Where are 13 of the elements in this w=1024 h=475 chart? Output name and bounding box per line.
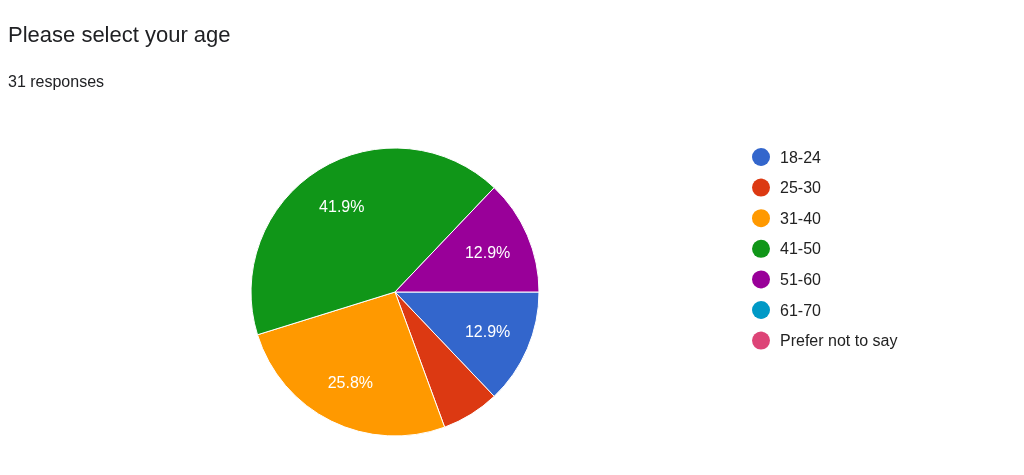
chart-title: Please select your age — [8, 22, 231, 47]
data-label: 41.9% — [319, 197, 365, 215]
legend-label: 51-60 — [780, 270, 822, 288]
data-label: 12.9% — [464, 323, 511, 341]
legend-label: 31-40 — [780, 209, 822, 227]
data-label: 12.9% — [464, 243, 511, 261]
legend-label: 41-50 — [780, 240, 822, 258]
legend-label: 25-30 — [780, 179, 822, 197]
legend-label: Prefer not to say — [780, 332, 898, 350]
legend-label: 18-24 — [780, 148, 822, 166]
data-label: 25.8% — [327, 373, 374, 391]
legend-label: 61-70 — [780, 301, 822, 319]
text: 31 responses — [8, 73, 105, 90]
